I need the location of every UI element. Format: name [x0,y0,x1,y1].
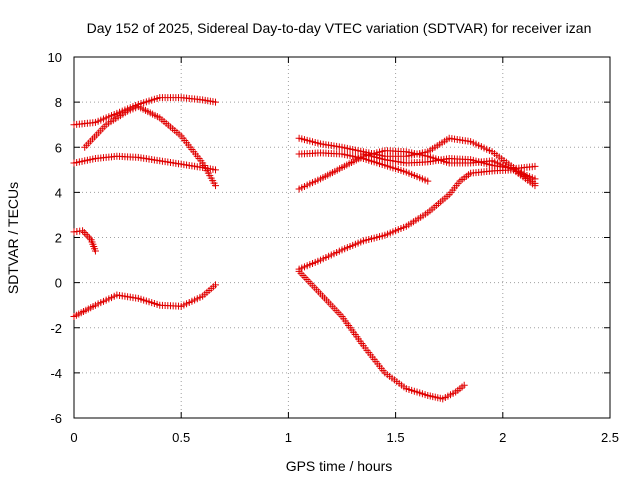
series-arc-5 [70,281,220,320]
x-tick-label: 0.5 [172,430,190,445]
chart-title: Day 152 of 2025, Sidereal Day-to-day VTE… [87,20,592,36]
y-tick-label: 2 [55,231,62,246]
series-arc-10 [295,166,539,273]
y-tick-label: 10 [48,50,62,65]
series-arc-3 [70,94,220,129]
data-point-marks [359,150,539,173]
y-axis-label: SDTVAR / TECUs [5,182,21,294]
y-tick-label: -4 [50,366,62,381]
data-point-marks [70,227,99,255]
data-point-marks [295,149,432,185]
data-point-marks [70,94,220,129]
series-arc-2 [81,103,220,190]
y-tick-label: 0 [55,276,62,291]
x-axis-label: GPS time / hours [286,458,393,474]
data-point-marks [295,267,468,403]
y-tick-label: -2 [50,321,62,336]
y-tick-label: -6 [50,411,62,426]
y-tick-label: 6 [55,140,62,155]
x-tick-label: 2.5 [601,430,619,445]
series-arc-6 [295,149,432,185]
x-tick-label: 2 [499,430,506,445]
grid-lines [74,57,610,418]
data-point-marks [81,103,220,190]
series-arc-9 [359,150,539,173]
series-arc-1 [70,152,220,174]
data-point-marks [70,281,220,320]
series-arc-11 [295,267,468,403]
x-tick-label: 1.5 [387,430,405,445]
series-arc-4 [70,227,99,255]
x-tick-label: 1 [285,430,292,445]
x-tick-label: 0 [70,430,77,445]
data-point-marks [70,152,220,174]
axis-ticks: 0 0.5 1 1.5 2 2.5 -6 -4 -2 0 2 4 6 8 10 [48,50,620,445]
data-series [70,94,539,403]
y-tick-label: 8 [55,95,62,110]
data-point-marks [295,166,539,273]
y-tick-label: 4 [55,185,62,200]
